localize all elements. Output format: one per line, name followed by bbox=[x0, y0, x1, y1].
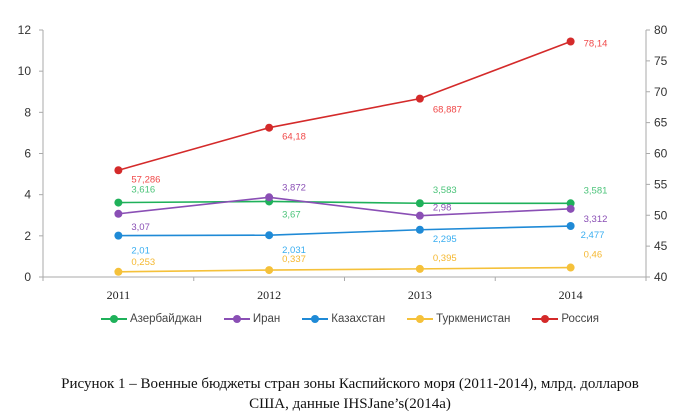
data-label: 2,01 bbox=[131, 246, 150, 257]
data-point bbox=[566, 37, 575, 46]
figure-caption: Рисунок 1 – Военные бюджеты стран зоны К… bbox=[0, 374, 700, 414]
data-label: 3,583 bbox=[433, 185, 457, 196]
data-label: 3,872 bbox=[282, 182, 306, 193]
caption-line-2: США, данные IHSJane’s(2014a) bbox=[249, 396, 451, 412]
legend-item: Казахстан bbox=[302, 313, 385, 325]
legend-item: Россия bbox=[532, 313, 599, 325]
series-line bbox=[118, 196, 571, 217]
data-label: 64,18 bbox=[282, 132, 306, 143]
x-tick-label: 2012 bbox=[257, 288, 281, 302]
series-line bbox=[118, 40, 571, 172]
left-tick-label: 8 bbox=[24, 105, 31, 119]
data-point bbox=[265, 231, 274, 240]
legend-label: Казахстан bbox=[331, 313, 386, 325]
x-tick-label: 2011 bbox=[107, 288, 131, 302]
legend: Азербайджан Иран Казахстан Туркменистан Росс… bbox=[0, 313, 700, 325]
legend-marker bbox=[407, 314, 434, 324]
data-point bbox=[566, 199, 575, 208]
data-label: 2,98 bbox=[433, 203, 452, 214]
data-label: 3,616 bbox=[131, 185, 155, 196]
x-tick-label: 2014 bbox=[559, 288, 583, 302]
legend-marker bbox=[223, 314, 250, 324]
data-label: 2,031 bbox=[282, 245, 306, 256]
right-tick-label: 75 bbox=[654, 54, 668, 68]
data-point bbox=[415, 94, 424, 103]
left-tick-label: 10 bbox=[18, 64, 32, 78]
legend-item: Туркменистан bbox=[407, 313, 510, 325]
data-label: 2,477 bbox=[581, 230, 605, 241]
right-tick-label: 40 bbox=[654, 270, 668, 284]
data-point bbox=[114, 198, 123, 207]
legend-label: Иран bbox=[252, 313, 281, 325]
series-line bbox=[118, 266, 571, 273]
legend-marker bbox=[302, 314, 329, 324]
series-line bbox=[118, 225, 571, 237]
data-label: 57,286 bbox=[131, 174, 160, 185]
caption-line-1: Рисунок 1 – Военные бюджеты стран зоны К… bbox=[61, 376, 639, 392]
left-tick-label: 4 bbox=[24, 188, 31, 202]
legend-label: Россия bbox=[561, 313, 600, 325]
right-tick-label: 50 bbox=[654, 208, 668, 222]
data-point bbox=[265, 123, 274, 132]
legend-label: Азербайджан bbox=[129, 313, 202, 325]
data-point bbox=[566, 263, 575, 272]
right-tick-label: 45 bbox=[654, 239, 668, 253]
data-label: 0,337 bbox=[282, 254, 306, 265]
line-chart: 0 2 4 6 8 10 12 40 45 50 55 60 65 70 75 80 2011 2012 2013 2… bbox=[18, 23, 668, 302]
data-point bbox=[265, 266, 274, 275]
right-tick-label: 70 bbox=[654, 85, 668, 99]
right-tick-label: 60 bbox=[654, 147, 668, 161]
legend-marker bbox=[532, 314, 559, 324]
data-point bbox=[114, 231, 123, 240]
data-label: 78,14 bbox=[584, 38, 608, 49]
data-point bbox=[114, 166, 123, 175]
data-label: 0,253 bbox=[131, 257, 155, 268]
data-point bbox=[265, 193, 274, 202]
data-point bbox=[415, 225, 424, 234]
data-point bbox=[415, 199, 424, 208]
legend-label: Туркменистан bbox=[436, 313, 511, 325]
legend-item: Иран bbox=[223, 313, 281, 325]
data-point bbox=[566, 222, 575, 231]
x-tick-label: 2013 bbox=[408, 288, 432, 302]
data-point bbox=[415, 211, 424, 220]
data-label: 2,295 bbox=[433, 234, 457, 245]
data-label: 3,581 bbox=[584, 185, 608, 196]
data-point bbox=[415, 264, 424, 273]
left-tick-label: 0 bbox=[24, 270, 31, 284]
data-label: 0,46 bbox=[584, 250, 603, 261]
data-point bbox=[566, 204, 575, 213]
left-tick-label: 6 bbox=[24, 147, 31, 161]
data-label: 68,887 bbox=[433, 105, 462, 116]
data-point bbox=[114, 267, 123, 276]
data-label: 0,395 bbox=[433, 253, 457, 264]
data-label: 3,312 bbox=[584, 214, 608, 225]
right-tick-label: 65 bbox=[654, 116, 668, 130]
data-label: 3,07 bbox=[131, 222, 150, 233]
left-tick-label: 2 bbox=[24, 229, 31, 243]
legend-marker bbox=[100, 314, 127, 324]
right-tick-label: 80 bbox=[654, 23, 668, 37]
right-tick-label: 55 bbox=[654, 177, 668, 191]
data-point bbox=[114, 209, 123, 218]
data-label: 3,67 bbox=[282, 209, 301, 220]
left-tick-label: 12 bbox=[18, 23, 32, 37]
series-line bbox=[118, 200, 571, 205]
legend-item: Азербайджан bbox=[100, 313, 202, 325]
